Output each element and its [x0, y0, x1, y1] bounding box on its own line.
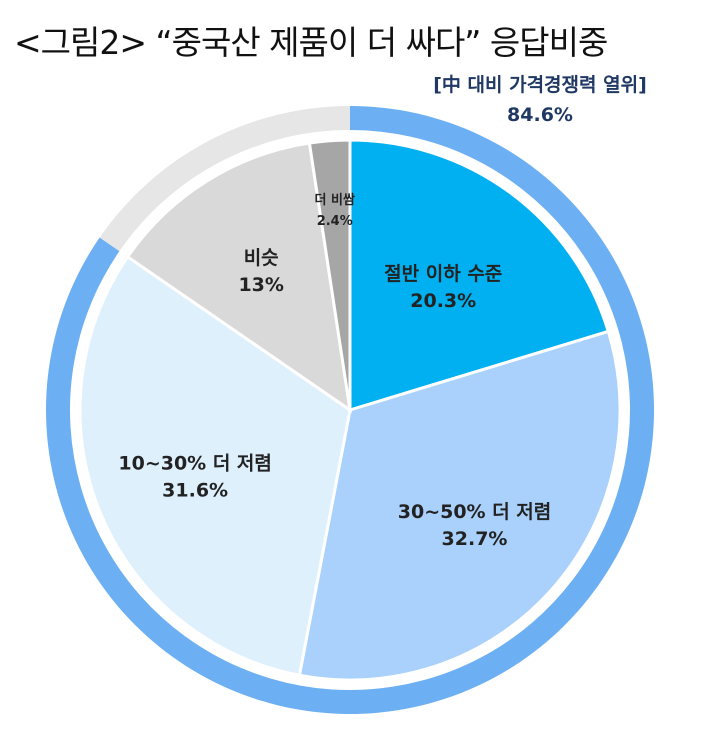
- slice-value: 13%: [238, 274, 283, 296]
- slice-value: 2.4%: [317, 214, 353, 229]
- slice-label: 30~50% 더 저렴: [398, 501, 552, 523]
- slice-label: 비슷: [244, 247, 279, 269]
- slice-label: 절반 이하 수준: [384, 263, 502, 285]
- slice-value: 20.3%: [410, 290, 476, 312]
- ring-annotation: [中 대비 가격경쟁력 열위] 84.6%: [380, 70, 700, 130]
- pie-slice: [348, 138, 611, 413]
- slice-label: 10~30% 더 저렴: [118, 453, 272, 475]
- outer-ring-rest: [99, 106, 350, 252]
- pie-slice: [307, 138, 352, 411]
- ring-annotation-value: 84.6%: [507, 104, 573, 126]
- slice-label: 더 비쌈: [315, 192, 355, 208]
- pie-slice: [78, 254, 352, 677]
- ring-annotation-label: [中 대비 가격경쟁력 열위]: [433, 74, 647, 96]
- slice-value: 31.6%: [162, 480, 228, 502]
- chart-title: <그림2> “중국산 제품이 더 싸다” 응답비중: [14, 23, 608, 62]
- pie-slice: [125, 141, 353, 414]
- slice-value: 32.7%: [442, 528, 508, 550]
- pie-slice: [297, 329, 622, 682]
